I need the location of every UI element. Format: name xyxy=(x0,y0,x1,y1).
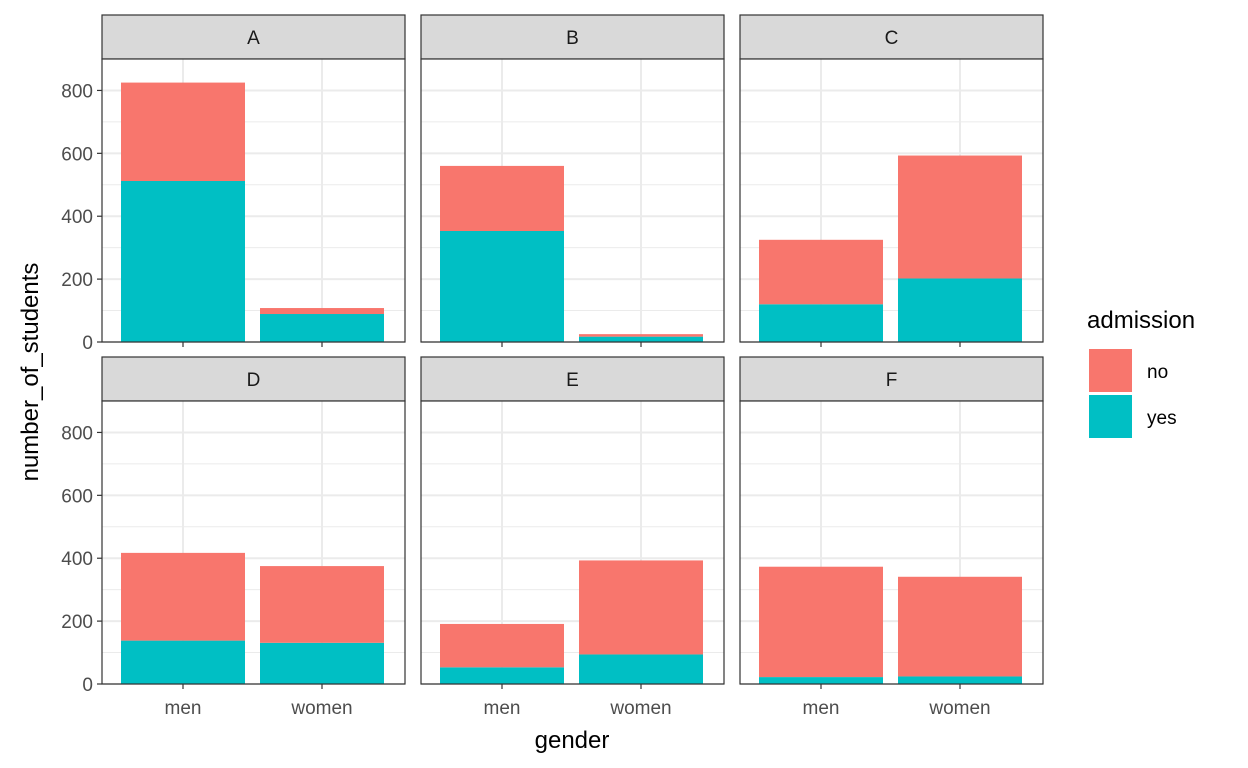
bar-no-E-men xyxy=(440,623,564,668)
strip-background xyxy=(101,356,406,402)
bar-no-B-women xyxy=(579,334,703,337)
y-tick-label: 600 xyxy=(61,486,93,507)
strip-label: E xyxy=(566,370,579,391)
legend-key-yes xyxy=(1089,395,1132,438)
bar-yes-B-women xyxy=(579,336,703,342)
panel-border xyxy=(101,400,406,685)
y-tick-label: 400 xyxy=(61,207,93,228)
bar-no-D-men xyxy=(121,552,245,641)
legend: admission no yes xyxy=(1087,307,1195,438)
facet-panel-A: A 0 200 400 600 800 xyxy=(61,14,406,354)
panel-border xyxy=(420,58,725,343)
legend-label-no: no xyxy=(1147,362,1168,383)
bar-yes-D-women xyxy=(260,642,384,684)
strip-label: F xyxy=(886,370,898,391)
bar-yes-A-women xyxy=(260,314,384,342)
y-tick-label: 0 xyxy=(82,675,93,696)
strip-background xyxy=(739,14,1044,60)
bar-yes-F-men xyxy=(759,677,883,684)
bar-no-E-women xyxy=(579,560,703,655)
bar-yes-D-men xyxy=(121,640,245,684)
facet-panel-B: B xyxy=(420,14,725,347)
panel-border xyxy=(739,58,1044,343)
bar-no-D-women xyxy=(260,566,384,643)
x-tick-label: women xyxy=(928,698,990,719)
bar-yes-F-women xyxy=(898,676,1022,684)
y-axis-title: number_of_students xyxy=(17,263,44,482)
bar-yes-C-women xyxy=(898,278,1022,342)
bar-no-C-women xyxy=(898,155,1022,279)
y-tick-label: 0 xyxy=(82,333,93,354)
y-tick-label: 200 xyxy=(61,270,93,291)
bar-no-F-women xyxy=(898,576,1022,677)
x-tick-label: men xyxy=(165,698,202,719)
bar-yes-A-men xyxy=(121,181,245,342)
bar-no-A-women xyxy=(260,308,384,315)
y-tick-label: 800 xyxy=(61,81,93,102)
panel-border xyxy=(739,400,1044,685)
facet-panel-C: C xyxy=(739,14,1044,347)
y-tick-label: 800 xyxy=(61,423,93,444)
facet-panel-D: D 0 200 400 600 800 men women xyxy=(61,356,406,719)
panel-border xyxy=(101,58,406,343)
bar-no-A-men xyxy=(121,82,245,182)
x-tick-label: men xyxy=(484,698,521,719)
legend-title: admission xyxy=(1087,307,1195,334)
y-tick-label: 400 xyxy=(61,549,93,570)
bar-no-C-men xyxy=(759,239,883,305)
legend-items: no yes xyxy=(1089,349,1177,438)
strip-label: B xyxy=(566,28,579,49)
x-axis-title: gender xyxy=(535,727,610,754)
x-tick-label: women xyxy=(290,698,352,719)
x-tick-label: women xyxy=(609,698,671,719)
y-tick-label: 200 xyxy=(61,612,93,633)
bar-yes-E-women xyxy=(579,654,703,684)
y-tick-label: 600 xyxy=(61,144,93,165)
strip-label: C xyxy=(885,28,899,49)
bar-yes-B-men xyxy=(440,231,564,342)
strip-background xyxy=(420,14,725,60)
legend-key-no xyxy=(1089,349,1132,392)
strip-background xyxy=(420,356,725,402)
bar-no-F-men xyxy=(759,566,883,678)
x-tick-label: men xyxy=(803,698,840,719)
strip-label: D xyxy=(247,370,261,391)
bar-yes-C-men xyxy=(759,304,883,342)
strip-background xyxy=(101,14,406,60)
legend-label-yes: yes xyxy=(1147,408,1177,429)
strip-label: A xyxy=(247,28,260,49)
panel-border xyxy=(420,400,725,685)
bar-yes-E-men xyxy=(440,667,564,684)
bar-no-B-men xyxy=(440,165,564,232)
